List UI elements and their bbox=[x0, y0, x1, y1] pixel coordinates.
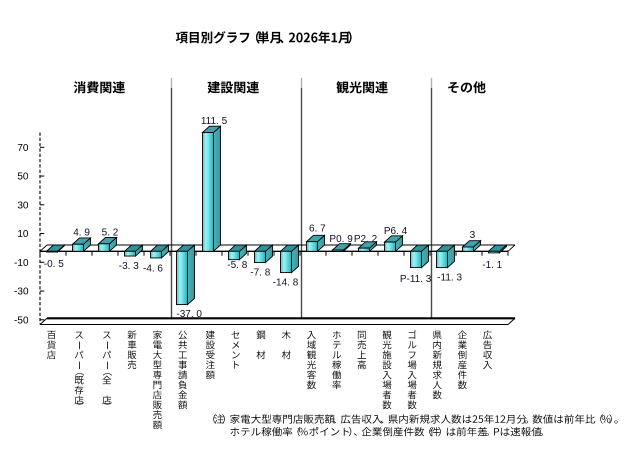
svg-text:3: 3 bbox=[470, 230, 476, 241]
svg-text:10: 10 bbox=[17, 229, 29, 240]
svg-text:-37. 0: -37. 0 bbox=[176, 309, 202, 320]
svg-text:P6. 4: P6. 4 bbox=[384, 226, 408, 237]
svg-text:-7. 8: -7. 8 bbox=[250, 268, 270, 279]
svg-text:-4. 6: -4. 6 bbox=[143, 263, 163, 274]
svg-text:5. 2: 5. 2 bbox=[102, 228, 119, 239]
svg-text:-14. 8: -14. 8 bbox=[273, 278, 299, 289]
svg-text:111. 5: 111. 5 bbox=[201, 116, 228, 127]
svg-text:-10: -10 bbox=[14, 258, 29, 269]
svg-text:P0. 9: P0. 9 bbox=[329, 234, 353, 245]
svg-text:-0. 5: -0. 5 bbox=[44, 259, 64, 270]
svg-text:-30: -30 bbox=[14, 287, 29, 298]
svg-text:30: 30 bbox=[17, 200, 29, 211]
svg-text:-5. 8: -5. 8 bbox=[227, 260, 247, 271]
svg-text:-1. 1: -1. 1 bbox=[482, 260, 502, 271]
svg-text:-11. 3: -11. 3 bbox=[437, 272, 462, 283]
svg-text:-3. 3: -3. 3 bbox=[119, 261, 139, 272]
svg-text:4. 9: 4. 9 bbox=[73, 228, 90, 239]
svg-text:50: 50 bbox=[17, 172, 29, 183]
svg-text:-50: -50 bbox=[14, 315, 29, 326]
svg-text:P-11. 3: P-11. 3 bbox=[400, 274, 432, 285]
svg-text:6. 7: 6. 7 bbox=[309, 223, 326, 234]
svg-text:P2. 2: P2. 2 bbox=[354, 234, 378, 245]
svg-text:70: 70 bbox=[17, 143, 29, 154]
